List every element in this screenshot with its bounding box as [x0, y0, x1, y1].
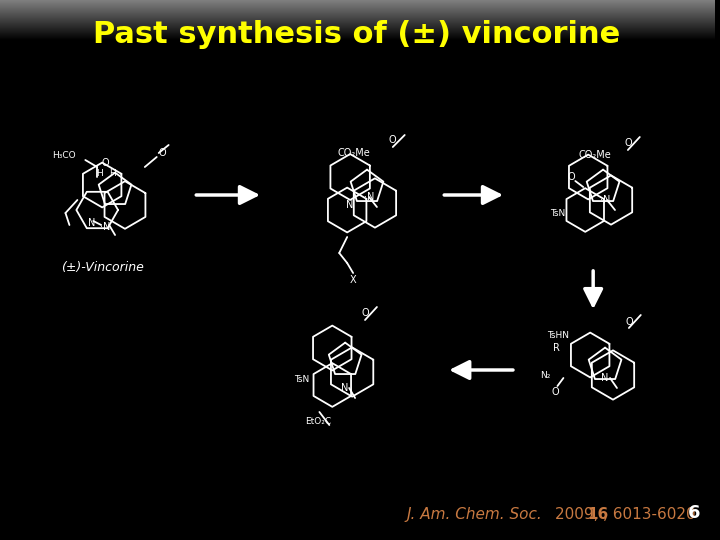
Text: N: N — [88, 218, 95, 228]
Text: ·N: ·N — [600, 195, 611, 205]
Text: N₂: N₂ — [541, 370, 551, 380]
Text: H: H — [109, 168, 115, 178]
Text: 6: 6 — [688, 504, 701, 522]
Text: CO₂Me: CO₂Me — [337, 148, 370, 158]
Text: O: O — [102, 158, 109, 168]
Text: CO₂Me: CO₂Me — [578, 150, 611, 160]
Text: N: N — [601, 373, 608, 383]
Text: EtO₂C: EtO₂C — [305, 417, 332, 427]
Text: 2009,: 2009, — [555, 507, 604, 522]
Text: R: R — [554, 343, 560, 353]
Text: (±)-Vincorine: (±)-Vincorine — [60, 260, 143, 273]
Text: X: X — [350, 275, 356, 285]
Text: , 6013-6020: , 6013-6020 — [603, 507, 696, 522]
Text: O: O — [158, 148, 166, 158]
Text: H: H — [96, 168, 102, 178]
Text: N: N — [346, 200, 354, 210]
Text: O: O — [361, 308, 369, 318]
Text: Past synthesis of (±) vincorine: Past synthesis of (±) vincorine — [94, 20, 621, 49]
Text: J. Am. Chem. Soc.: J. Am. Chem. Soc. — [407, 507, 542, 522]
Text: O: O — [552, 387, 559, 397]
Text: ·N: ·N — [100, 222, 110, 232]
Text: O: O — [625, 317, 633, 327]
Text: O: O — [389, 135, 397, 145]
Text: O: O — [624, 138, 631, 148]
Text: TsHN: TsHN — [547, 330, 570, 340]
Text: TsN: TsN — [550, 208, 565, 218]
Text: H₃CO: H₃CO — [52, 151, 76, 159]
Text: N: N — [341, 383, 349, 393]
Text: O: O — [567, 172, 575, 182]
Text: TsN: TsN — [294, 375, 310, 384]
Text: ·N: ·N — [364, 192, 374, 202]
Text: 16: 16 — [588, 507, 608, 522]
